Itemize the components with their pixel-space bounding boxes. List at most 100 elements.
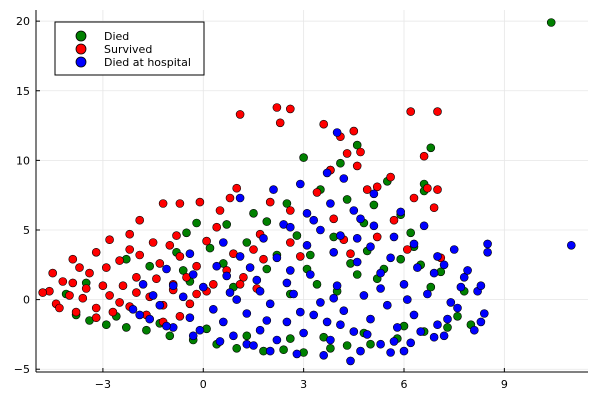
data-point: [409, 193, 419, 203]
data-point: [349, 126, 359, 136]
data-point: [433, 107, 442, 116]
data-point: [469, 325, 479, 335]
data-point: [349, 327, 359, 336]
data-point: [312, 188, 322, 197]
series-survived: [38, 103, 446, 327]
data-point: [182, 228, 191, 238]
data-point: [255, 325, 265, 335]
data-point: [105, 235, 114, 244]
data-point: [232, 343, 241, 353]
data-point: [342, 195, 352, 204]
data-point: [326, 335, 335, 345]
data-point: [242, 309, 252, 318]
y-tick-label: 15: [16, 85, 30, 98]
data-point: [382, 300, 392, 310]
data-point: [85, 268, 94, 278]
data-point: [185, 313, 195, 323]
data-point: [346, 356, 355, 366]
data-point: [118, 281, 128, 291]
data-point: [178, 292, 188, 302]
data-point: [55, 303, 64, 313]
data-point: [232, 183, 241, 193]
data-point: [285, 222, 295, 232]
data-point: [446, 298, 456, 307]
data-point: [433, 185, 442, 194]
legend: Died Survived Died at hospital: [54, 21, 205, 76]
data-point: [272, 253, 282, 263]
data-point: [319, 119, 329, 129]
data-point: [102, 320, 111, 330]
x-tick-label: 6: [401, 378, 408, 391]
y-tick-label: 0: [23, 294, 30, 307]
data-point: [406, 107, 416, 116]
data-point: [356, 346, 365, 356]
data-point: [58, 277, 68, 286]
data-point: [566, 241, 576, 250]
x-tick-label: 0: [200, 378, 207, 391]
data-point: [285, 238, 295, 247]
data-point: [265, 197, 275, 207]
data-point: [369, 221, 379, 231]
data-point: [326, 199, 335, 208]
data-point: [443, 314, 452, 324]
data-point: [188, 270, 198, 279]
data-point: [366, 339, 375, 349]
data-point: [272, 103, 282, 112]
data-point: [75, 263, 84, 272]
data-point: [98, 281, 108, 291]
data-point: [125, 245, 134, 254]
data-point: [402, 245, 412, 254]
legend-marker-survived: [75, 43, 87, 55]
data-point: [262, 264, 272, 274]
data-point: [406, 228, 416, 238]
legend-label-survived: Survived: [104, 43, 152, 56]
data-point: [426, 143, 436, 153]
data-point: [359, 291, 369, 300]
data-point: [168, 281, 178, 291]
data-point: [322, 168, 332, 178]
data-point: [195, 197, 205, 207]
data-point: [91, 313, 101, 323]
axes-frame: [35, 10, 588, 373]
data-point: [352, 270, 362, 279]
data-point: [285, 206, 295, 215]
data-point: [299, 328, 308, 338]
data-point: [392, 323, 402, 332]
data-point: [235, 279, 245, 289]
data-point: [202, 236, 211, 246]
data-point: [332, 281, 342, 291]
data-point: [312, 279, 322, 289]
data-point: [376, 284, 385, 293]
data-point: [175, 199, 185, 208]
data-point: [376, 339, 385, 349]
data-point: [322, 317, 332, 327]
data-point: [483, 239, 492, 249]
data-point: [295, 307, 305, 317]
data-point: [262, 217, 272, 226]
data-point: [142, 325, 151, 335]
data-point: [419, 221, 429, 231]
legend-marker-died: [75, 30, 87, 42]
data-point: [219, 317, 228, 327]
data-point: [155, 300, 165, 310]
data-point: [128, 304, 138, 314]
data-point: [309, 310, 319, 320]
data-point: [389, 232, 399, 242]
data-point: [362, 185, 372, 194]
y-tick-label: 10: [16, 154, 30, 167]
data-point: [389, 337, 399, 346]
data-point: [175, 252, 185, 261]
data-point: [366, 242, 375, 251]
legend-label-died: Died: [104, 30, 129, 43]
data-point: [336, 231, 345, 240]
data-point: [352, 140, 362, 150]
data-point: [178, 266, 188, 275]
data-point: [132, 272, 141, 282]
data-point: [242, 238, 252, 247]
data-point: [396, 207, 406, 217]
data-point: [91, 248, 101, 257]
data-point: [185, 299, 195, 309]
data-point: [423, 289, 432, 299]
data-point: [316, 225, 325, 235]
data-point: [389, 215, 399, 225]
